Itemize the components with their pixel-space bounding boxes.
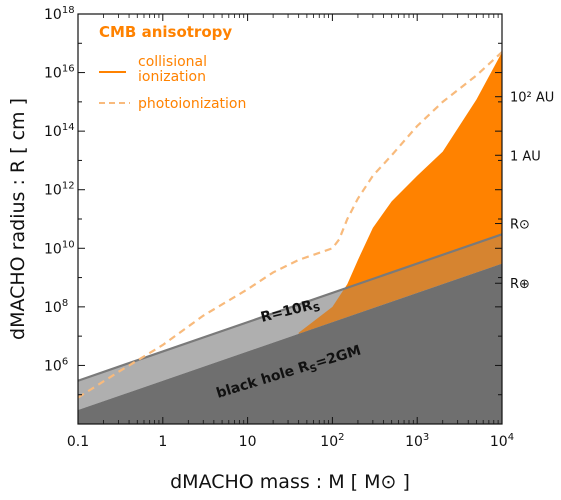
legend: CMB anisotropy collisional ionization ph…	[99, 23, 246, 112]
x-axis-title: dMACHO mass : M [ M⊙ ]	[170, 471, 410, 493]
legend-title: CMB anisotropy	[99, 23, 232, 41]
x-tick-label: 103	[405, 432, 429, 450]
right-ref-label: 10² AU	[510, 91, 554, 106]
y-tick-label: 1010	[44, 239, 75, 257]
right-axis-reference-labels: 10² AU 1 AU R⊙ R⊕	[495, 91, 554, 292]
legend-label-photoionization: photoionization	[138, 96, 246, 112]
right-ref-label: 1 AU	[510, 149, 541, 164]
x-tick-label: 104	[490, 432, 514, 450]
legend-label-collisional-2: ionization	[138, 69, 206, 85]
line-photoionization	[78, 51, 502, 399]
y-tick-label: 1016	[44, 64, 75, 82]
y-tick-label: 106	[44, 356, 68, 374]
axis-ticks	[77, 13, 503, 425]
legend-label-collisional-1: collisional	[138, 54, 207, 70]
y-tick-label: 108	[44, 298, 68, 316]
right-ref-label: R⊙	[510, 218, 530, 233]
series-lines	[78, 51, 502, 399]
y-tick-label: 1014	[44, 122, 75, 140]
line-10rs	[78, 233, 502, 382]
right-ref-label: R⊕	[510, 277, 530, 292]
y-axis-title: dMACHO radius : R [ cm ]	[7, 98, 29, 340]
x-tick-label: 102	[320, 432, 344, 450]
x-tick-label: 1	[158, 434, 167, 450]
region-black-hole	[78, 263, 502, 424]
x-tick-label: 10	[239, 434, 257, 450]
region-overlay-10rs	[78, 234, 502, 411]
region-collisional-ionization	[298, 52, 502, 334]
tick-labels: 0.1 1 10 102 103 104 106 108 1010 1012 1014 1016 101…	[44, 5, 514, 450]
y-tick-label: 1018	[44, 5, 75, 23]
shaded-regions	[78, 52, 502, 424]
y-tick-label: 1012	[44, 181, 75, 199]
x-tick-label: 0.1	[67, 434, 89, 450]
